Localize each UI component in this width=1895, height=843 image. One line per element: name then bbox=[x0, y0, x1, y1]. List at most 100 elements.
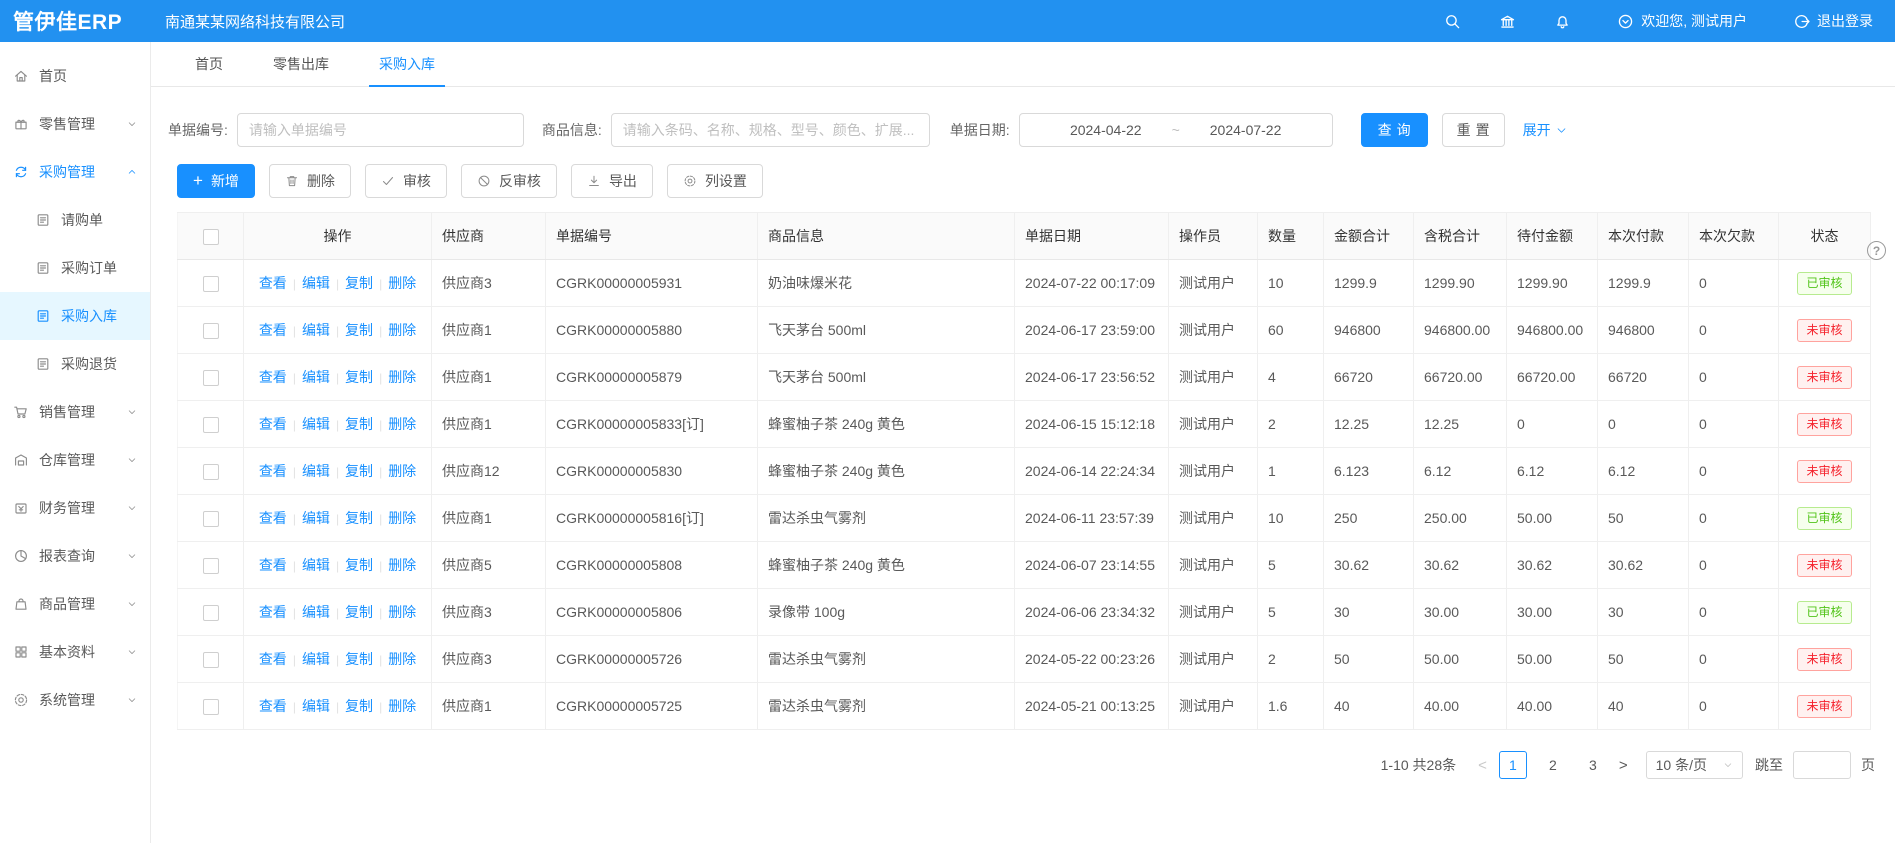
ban-icon bbox=[478, 175, 490, 187]
export-button[interactable]: 导出 bbox=[570, 164, 653, 198]
delete-link[interactable]: 删除 bbox=[388, 416, 417, 432]
copy-link[interactable]: 复制 bbox=[345, 416, 374, 432]
row-checkbox[interactable] bbox=[202, 651, 219, 668]
delete-link[interactable]: 删除 bbox=[388, 275, 417, 291]
add-button[interactable]: + 新增 bbox=[177, 164, 255, 198]
edit-link[interactable]: 编辑 bbox=[301, 510, 330, 526]
column-settings-button[interactable]: 列设置 bbox=[666, 164, 763, 198]
view-link[interactable]: 查看 bbox=[258, 322, 287, 338]
tab-retail-outbound[interactable]: 零售出库 bbox=[273, 56, 329, 72]
chevron-down-icon bbox=[128, 458, 136, 462]
edit-link[interactable]: 编辑 bbox=[301, 698, 330, 714]
page-size-select[interactable]: 10 条/页 bbox=[1645, 751, 1743, 779]
delete-link[interactable]: 删除 bbox=[388, 698, 417, 714]
delete-link[interactable]: 删除 bbox=[388, 604, 417, 620]
view-link[interactable]: 查看 bbox=[258, 416, 287, 432]
sidebar-item-purchase-inbound[interactable]: 采购入库 bbox=[0, 292, 150, 340]
row-checkbox[interactable] bbox=[202, 604, 219, 621]
copy-link[interactable]: 复制 bbox=[345, 557, 374, 573]
edit-link[interactable]: 编辑 bbox=[301, 463, 330, 479]
view-link[interactable]: 查看 bbox=[258, 604, 287, 620]
sidebar-item-purchase-return[interactable]: 采购退货 bbox=[0, 340, 150, 388]
user-menu[interactable]: 欢迎您, 测试用户 bbox=[1617, 11, 1747, 31]
tab-home[interactable]: 首页 bbox=[195, 56, 223, 72]
query-button[interactable]: 查询 bbox=[1360, 113, 1428, 147]
page-number-1[interactable]: 1 bbox=[1498, 751, 1527, 779]
copy-link[interactable]: 复制 bbox=[345, 463, 374, 479]
bank-icon[interactable] bbox=[1499, 13, 1516, 30]
delete-link[interactable]: 删除 bbox=[388, 369, 417, 385]
date-range-picker[interactable]: 2024-04-22 ~ 2024-07-22 bbox=[1018, 113, 1333, 147]
copy-link[interactable]: 复制 bbox=[345, 604, 374, 620]
sidebar-item-purchase-mgmt[interactable]: 采购管理 bbox=[0, 148, 150, 196]
copy-link[interactable]: 复制 bbox=[345, 510, 374, 526]
delete-link[interactable]: 删除 bbox=[388, 557, 417, 573]
view-link[interactable]: 查看 bbox=[258, 557, 287, 573]
row-checkbox[interactable] bbox=[202, 698, 219, 715]
copy-link[interactable]: 复制 bbox=[345, 369, 374, 385]
tab-purchase-inbound[interactable]: 采购入库 bbox=[369, 42, 445, 87]
bill-no-input[interactable] bbox=[236, 113, 524, 147]
table-row: 查看 | 编辑 | 复制 | 删除 供应商3 CGRK00000005806 录像带 100… bbox=[177, 588, 1871, 636]
delete-button[interactable]: 删除 bbox=[268, 164, 351, 198]
edit-link[interactable]: 编辑 bbox=[301, 322, 330, 338]
sidebar-item-product-mgmt[interactable]: 商品管理 bbox=[0, 580, 150, 628]
copy-link[interactable]: 复制 bbox=[345, 322, 374, 338]
next-page-button[interactable]: > bbox=[1618, 756, 1628, 774]
view-link[interactable]: 查看 bbox=[258, 275, 287, 291]
jump-page-input[interactable] bbox=[1793, 751, 1851, 779]
prev-page-button[interactable]: < bbox=[1478, 756, 1487, 774]
row-checkbox[interactable] bbox=[202, 557, 219, 574]
edit-link[interactable]: 编辑 bbox=[301, 651, 330, 667]
view-link[interactable]: 查看 bbox=[258, 651, 287, 667]
view-link[interactable]: 查看 bbox=[258, 698, 287, 714]
delete-link[interactable]: 删除 bbox=[388, 463, 417, 479]
view-link[interactable]: 查看 bbox=[258, 510, 287, 526]
reset-button[interactable]: 重置 bbox=[1441, 113, 1505, 147]
edit-link[interactable]: 编辑 bbox=[301, 557, 330, 573]
audit-button[interactable]: 审核 bbox=[364, 164, 447, 198]
copy-link[interactable]: 复制 bbox=[345, 698, 374, 714]
edit-link[interactable]: 编辑 bbox=[301, 416, 330, 432]
sidebar-item-finance-mgmt[interactable]: 财务管理 bbox=[0, 484, 150, 532]
sidebar-item-system-mgmt[interactable]: 系统管理 bbox=[0, 676, 150, 724]
row-checkbox[interactable] bbox=[202, 510, 219, 527]
sidebar-item-report-query[interactable]: 报表查询 bbox=[0, 532, 150, 580]
sidebar-item-warehouse-mgmt[interactable]: 仓库管理 bbox=[0, 436, 150, 484]
product-info-input[interactable] bbox=[610, 113, 930, 147]
copy-link[interactable]: 复制 bbox=[345, 651, 374, 667]
view-link[interactable]: 查看 bbox=[258, 369, 287, 385]
unaudit-button[interactable]: 反审核 bbox=[460, 164, 557, 198]
pie-chart-icon bbox=[15, 550, 27, 562]
edit-link[interactable]: 编辑 bbox=[301, 369, 330, 385]
row-checkbox[interactable] bbox=[202, 322, 219, 339]
row-checkbox[interactable] bbox=[202, 369, 219, 386]
search-icon[interactable] bbox=[1444, 13, 1461, 30]
bell-icon[interactable] bbox=[1554, 13, 1571, 30]
edit-link[interactable]: 编辑 bbox=[301, 604, 330, 620]
sidebar-item-retail-mgmt[interactable]: 零售管理 bbox=[0, 100, 150, 148]
page-number-3[interactable]: 3 bbox=[1588, 757, 1597, 773]
sidebar-item-base-data[interactable]: 基本资料 bbox=[0, 628, 150, 676]
sidebar-item-sales-mgmt[interactable]: 销售管理 bbox=[0, 388, 150, 436]
delete-link[interactable]: 删除 bbox=[388, 510, 417, 526]
view-link[interactable]: 查看 bbox=[258, 463, 287, 479]
date-start-value[interactable]: 2024-04-22 bbox=[1069, 122, 1142, 138]
page-number-2[interactable]: 2 bbox=[1548, 757, 1557, 773]
sidebar-item-home[interactable]: 首页 bbox=[0, 52, 150, 100]
row-checkbox[interactable] bbox=[202, 416, 219, 433]
delete-link[interactable]: 删除 bbox=[388, 322, 417, 338]
sidebar-item-purchase-request[interactable]: 请购单 bbox=[0, 196, 150, 244]
row-checkbox[interactable] bbox=[202, 463, 219, 480]
delete-link[interactable]: 删除 bbox=[388, 651, 417, 667]
row-checkbox[interactable] bbox=[202, 275, 219, 292]
expand-toggle[interactable]: 展开 bbox=[1523, 120, 1567, 140]
select-all-checkbox[interactable] bbox=[202, 228, 219, 245]
date-end-value[interactable]: 2024-07-22 bbox=[1209, 122, 1282, 138]
help-icon[interactable]: ? bbox=[1867, 241, 1886, 260]
logout-button[interactable]: 退出登录 bbox=[1793, 11, 1873, 31]
sidebar-item-purchase-order[interactable]: 采购订单 bbox=[0, 244, 150, 292]
edit-link[interactable]: 编辑 bbox=[301, 275, 330, 291]
copy-link[interactable]: 复制 bbox=[345, 275, 374, 291]
row-actions-cell: 查看 | 编辑 | 复制 | 删除 bbox=[243, 400, 432, 448]
